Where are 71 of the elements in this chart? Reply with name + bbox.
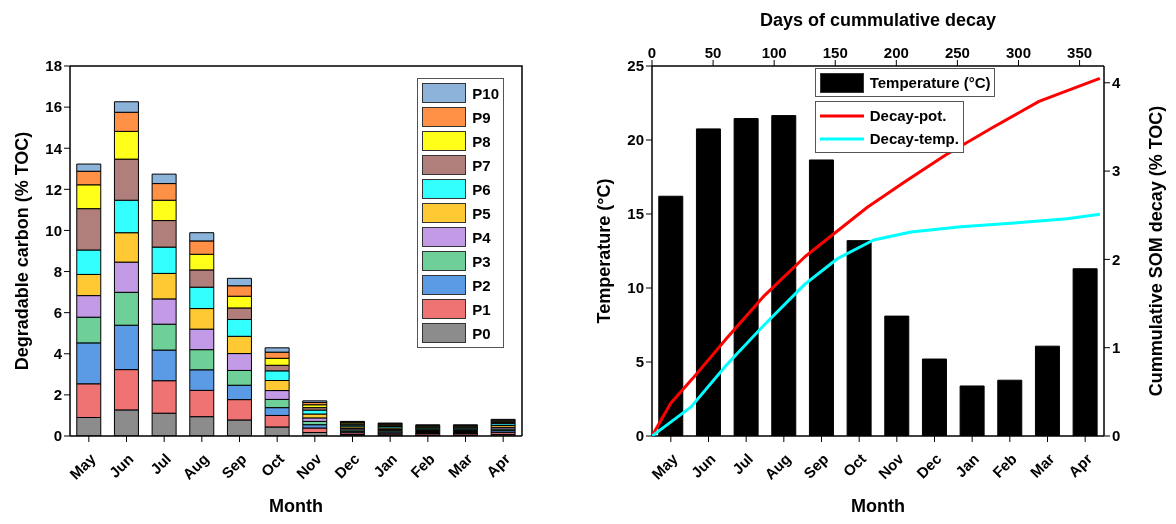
x-tick-label: Dec (331, 450, 363, 482)
y-tick-label: 6 (53, 303, 62, 321)
legend-label: Decay-pot. (869, 107, 947, 124)
x-tick-label: Sep (800, 450, 832, 482)
x-tick-label: 300 (1005, 44, 1031, 61)
y-tick-label: 2 (53, 386, 62, 404)
y-tick-label: 0 (635, 427, 644, 445)
x-axis-title: Month (269, 495, 323, 517)
y-tick-label: 4 (53, 345, 63, 363)
y-tick-label: 8 (53, 262, 62, 280)
y-tick-label: 1 (1112, 339, 1121, 357)
x-tick-label: Feb (407, 450, 438, 481)
legend-label: P3 (472, 252, 491, 270)
y-axis-title: Temperature (°C) (593, 178, 615, 324)
y-axis-title: Cummulative SOM decay (% TOC) (1145, 105, 1167, 397)
legend-label: P0 (472, 324, 491, 342)
y-tick-label: 25 (627, 57, 644, 75)
x-axis-title: Month (851, 495, 905, 517)
legend-label: P8 (472, 132, 491, 150)
x-tick-label: Oct (257, 450, 288, 480)
y-tick-label: 14 (45, 139, 63, 157)
y-tick-label: 20 (627, 131, 644, 149)
x-tick-label: 150 (822, 44, 848, 61)
y-tick-label: 0 (53, 427, 62, 445)
y-tick-label: 10 (627, 279, 644, 297)
legend-label: Decay-temp. (869, 130, 959, 147)
legend-label: P6 (472, 180, 491, 198)
x-tick-label: Apr (1064, 449, 1096, 481)
x-tick-label: Nov (292, 449, 326, 483)
legend-label: P7 (472, 156, 491, 174)
x-tick-label: Jul (146, 450, 175, 478)
x-tick-label: 350 (1067, 44, 1093, 61)
x-tick-label: Feb (989, 450, 1020, 481)
x-tick-label: Jan (951, 450, 983, 481)
x-tick-label: Jun (687, 450, 719, 481)
legend-label: P9 (472, 108, 491, 126)
y-tick-label: 15 (627, 205, 644, 223)
x-tick-label: 0 (647, 44, 657, 61)
y-tick-label: 0 (1112, 427, 1121, 445)
x-tick-label: Aug (179, 450, 212, 483)
x-tick-label: 100 (761, 44, 787, 61)
y-axis-title: Degradable carbon (% TOC) (11, 131, 33, 371)
x-tick-label: Sep (218, 450, 250, 482)
x-axis-title: Days of cummulative decay (759, 9, 997, 31)
x-tick-label: 250 (944, 44, 970, 61)
x-tick-label: 200 (883, 44, 909, 61)
x-tick-label: 50 (704, 44, 722, 61)
y-tick-label: 12 (45, 180, 62, 198)
y-tick-label: 18 (45, 57, 62, 75)
legend-label: P5 (472, 204, 491, 222)
x-tick-label: Jan (369, 450, 401, 481)
x-tick-label: Aug (761, 450, 794, 483)
x-tick-label: Mar (444, 449, 476, 481)
y-tick-label: 3 (1112, 162, 1121, 180)
legend-label: P10 (472, 84, 499, 102)
y-tick-label: 16 (45, 98, 62, 116)
legend-label: P4 (472, 228, 491, 246)
x-tick-label: Jun (105, 450, 137, 481)
x-tick-label: Nov (874, 449, 908, 483)
y-tick-label: 4 (1112, 74, 1121, 92)
legend-label: P1 (472, 300, 491, 318)
x-tick-label: Mar (1026, 449, 1058, 481)
y-tick-label: 5 (635, 353, 644, 371)
y-tick-label: 2 (1112, 250, 1121, 268)
legend-label: P2 (472, 276, 491, 294)
x-tick-label: Apr (482, 449, 514, 481)
x-tick-label: Dec (913, 450, 945, 482)
x-tick-label: Oct (839, 450, 870, 480)
legend-label: Temperature (°C) (869, 74, 991, 91)
x-tick-label: Jul (728, 450, 757, 478)
y-tick-label: 10 (45, 221, 62, 239)
